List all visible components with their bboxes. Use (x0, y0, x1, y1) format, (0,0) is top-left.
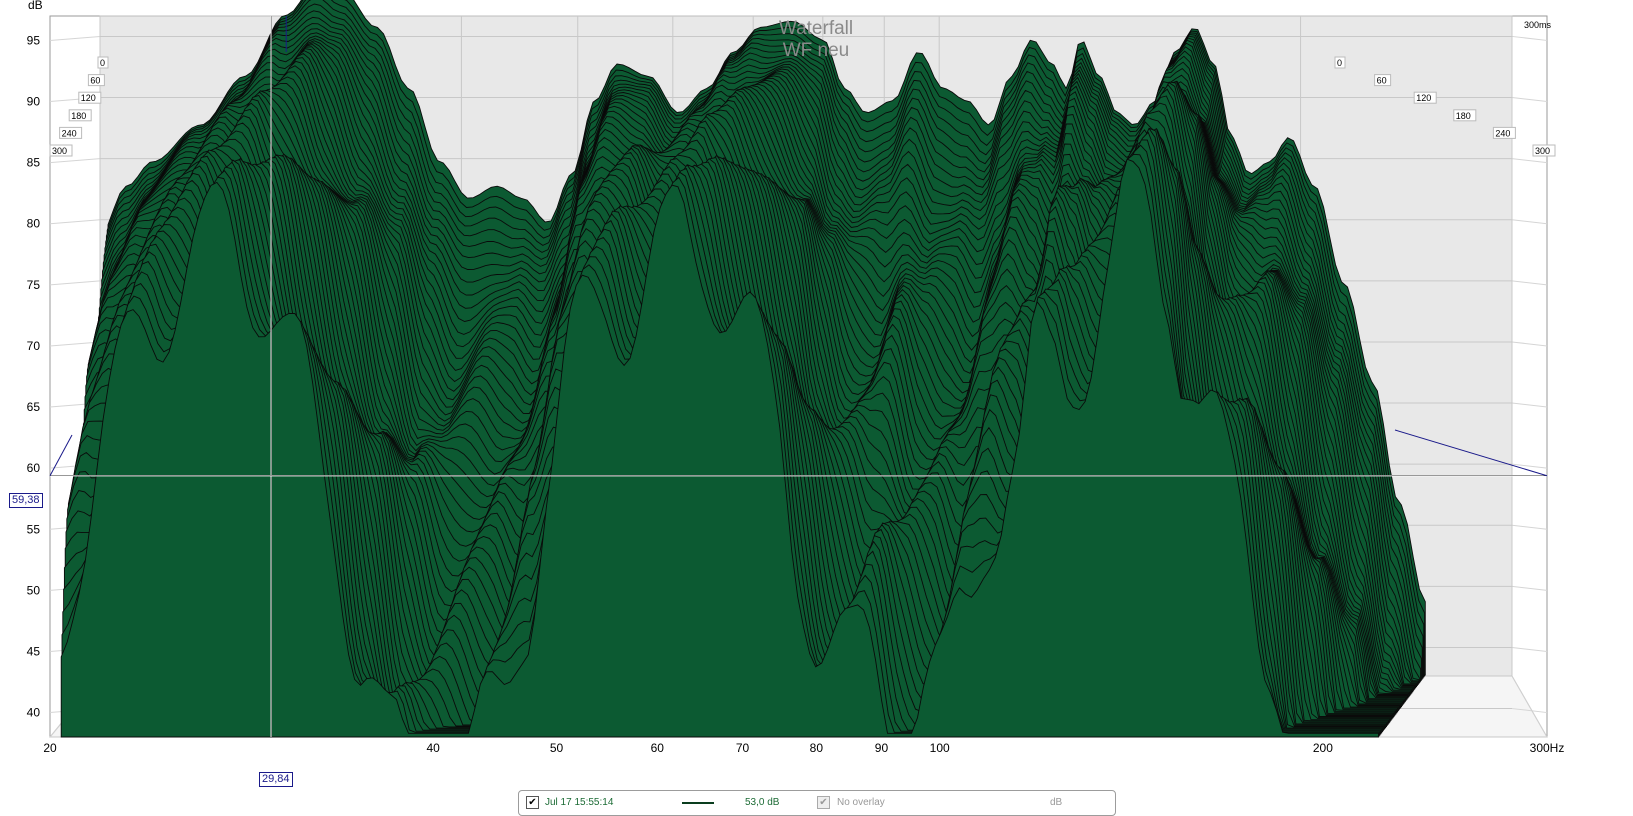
y-tick-label: 80 (27, 217, 41, 231)
time-label-right-box (1413, 91, 1437, 104)
y-gridline-depth (1511, 97, 1548, 103)
y-gridline-depth (49, 158, 101, 164)
legend-panel: ✔ Jul 17 15:55:14 53,0 dB ✔ No overlay d… (518, 790, 1116, 816)
y-gridline-depth (1511, 585, 1548, 591)
waterfall-slices (60, 0, 1426, 738)
time-label-left: 180 (71, 111, 86, 121)
y-gridline-depth (1511, 158, 1548, 164)
cursor-level-readout[interactable]: 59,38 (9, 493, 43, 508)
time-label-right: 60 (1377, 76, 1387, 86)
y-gridline-depth (1511, 646, 1548, 652)
y-gridline-depth (1511, 280, 1548, 286)
time-label-left-box (87, 74, 105, 87)
chart-title: Waterfall (779, 18, 853, 39)
overlay-label: No overlay (837, 797, 885, 808)
cursor-freq-readout[interactable]: 29,84 (259, 772, 293, 787)
x-tick-label: 100 (930, 741, 950, 755)
trace-label: Jul 17 15:55:14 (545, 797, 614, 808)
y-tick-label: 60 (27, 461, 41, 475)
y-tick-label: 85 (27, 156, 41, 170)
y-gridline-depth (49, 341, 101, 347)
x-tick-label: 60 (651, 741, 665, 755)
y-axis-label: dB (28, 0, 43, 12)
overlay-unit: dB (1050, 797, 1063, 808)
cursor-depth-line-right (1394, 429, 1548, 477)
x-tick-label: 50 (550, 741, 564, 755)
time-label-left-box (78, 91, 102, 104)
y-tick-label: 55 (27, 522, 41, 536)
time-label-left-box (59, 126, 83, 139)
y-tick-label: 65 (27, 400, 41, 414)
time-label-right: 300 (1535, 146, 1550, 156)
x-tick-label: 300Hz (1530, 741, 1565, 755)
chart-subtitle: WF neu (783, 40, 850, 61)
y-gridline-depth (1511, 219, 1548, 225)
time-label-right: 180 (1456, 111, 1471, 121)
cursor-depth-line-left (49, 434, 73, 476)
axes: 40 45 50 55 60 65 70 75 80 85 90 95 20 40 50 60 70 80 90 10… (27, 20, 1565, 755)
y-gridline-depth (1511, 524, 1548, 530)
trace-line-swatch (682, 802, 714, 804)
y-tick-label: 70 (27, 339, 41, 353)
y-tick-label: 50 (27, 583, 41, 597)
x-tick-label: 90 (875, 741, 889, 755)
x-tick-label: 200 (1313, 741, 1333, 755)
waterfall-slice (60, 158, 1379, 738)
y-gridline-depth (49, 35, 101, 41)
x-tick-label: 70 (736, 741, 750, 755)
y-gridline-depth (1511, 708, 1548, 714)
y-gridline-depth (1511, 35, 1548, 41)
y-gridline-depth (49, 280, 101, 286)
trace-value: 53,0 dB (745, 797, 780, 808)
y-tick-label: 75 (27, 278, 41, 292)
time-label-right-box (1334, 56, 1346, 69)
time-label-right-box (1532, 144, 1556, 157)
y-gridline-depth (1511, 463, 1548, 469)
y-tick-label: 95 (27, 33, 41, 47)
x-tick-label: 20 (43, 741, 57, 755)
time-label-left: 300 (52, 146, 67, 156)
time-label-left-box (97, 56, 109, 69)
time-label-right: 120 (1416, 93, 1431, 103)
time-label-right: 240 (1495, 128, 1510, 138)
time-label-left: 240 (62, 128, 77, 138)
y-gridline-depth (49, 219, 101, 225)
time-label-right-box (1492, 126, 1516, 139)
y-tick-label: 40 (27, 706, 41, 720)
overlay-checkbox[interactable]: ✔ (817, 796, 830, 809)
y-gridline-depth (1511, 402, 1548, 408)
time-label-right-box (1374, 74, 1392, 87)
y-tick-label: 45 (27, 644, 41, 658)
time-label-left: 0 (100, 58, 105, 68)
time-label-right-box (1453, 109, 1477, 122)
x-tick-label: 40 (426, 741, 440, 755)
time-end-label: 300ms (1524, 20, 1552, 30)
y-tick-label: 90 (27, 95, 41, 109)
time-label-right: 0 (1337, 58, 1342, 68)
y-gridline-depth (1511, 341, 1548, 347)
time-label-left: 60 (90, 76, 100, 86)
x-tick-label: 80 (810, 741, 824, 755)
cursor (49, 16, 1548, 737)
time-label-left-box (49, 144, 73, 157)
trace-checkbox[interactable]: ✔ (526, 796, 539, 809)
time-label-left: 120 (81, 93, 96, 103)
time-label-left-box (68, 109, 92, 122)
x-gridline-depth (1511, 675, 1548, 738)
